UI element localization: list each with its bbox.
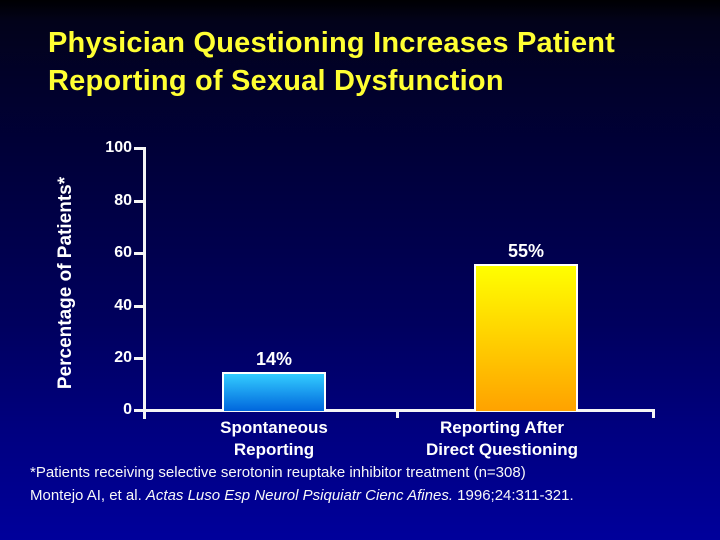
category-label-line: Spontaneous <box>220 418 328 437</box>
footnote-population: *Patients receiving selective serotonin … <box>30 464 526 481</box>
y-tick-mark <box>134 305 144 308</box>
y-tick-mark <box>134 357 144 360</box>
bar-value-label-direct-questioning: 55% <box>507 241 545 261</box>
bar-reporting-after-direct-questioning <box>474 264 578 411</box>
category-label-line: Reporting <box>233 440 315 459</box>
x-tick-mark <box>396 409 399 418</box>
y-tick-mark <box>134 252 144 255</box>
citation-volume-pages: 1996;24:311-321. <box>453 487 574 504</box>
y-tick-mark <box>134 200 144 203</box>
y-axis-label: Percentage of Patients* <box>55 176 76 390</box>
y-tick-label: 20 <box>114 349 132 366</box>
y-tick-label: 100 <box>105 139 132 156</box>
y-tick-mark <box>134 409 144 412</box>
y-tick-label: 60 <box>114 244 132 261</box>
y-tick-label: 0 <box>123 401 132 418</box>
x-tick-mark <box>652 409 655 418</box>
y-tick-label: 80 <box>114 192 132 209</box>
footnote-citation: Montejo AI, et al. Actas Luso Esp Neurol… <box>30 487 700 505</box>
citation-authors: Montejo AI, et al. <box>30 487 146 504</box>
x-axis-line <box>143 409 655 412</box>
slide-title: Physician Questioning Increases Patient … <box>48 24 688 100</box>
category-label-direct-questioning: Reporting After Direct Questioning <box>392 417 612 461</box>
bar-value-label-spontaneous: 14% <box>255 349 293 369</box>
category-label-spontaneous: Spontaneous Reporting <box>164 417 384 461</box>
x-tick-mark <box>143 409 146 418</box>
y-axis-line <box>143 147 146 419</box>
slide-title-line1: Physician Questioning Increases Patient <box>48 27 616 59</box>
category-label-line: Reporting After <box>439 418 565 437</box>
category-label-line: Direct Questioning <box>425 440 579 459</box>
citation-journal: Actas Luso Esp Neurol Psiquiatr Cienc Af… <box>145 487 453 504</box>
slide-title-line2: Reporting of Sexual Dysfunction <box>48 65 504 97</box>
bar-spontaneous-reporting <box>222 372 326 411</box>
y-tick-mark <box>134 147 144 150</box>
y-tick-label: 40 <box>114 297 132 314</box>
